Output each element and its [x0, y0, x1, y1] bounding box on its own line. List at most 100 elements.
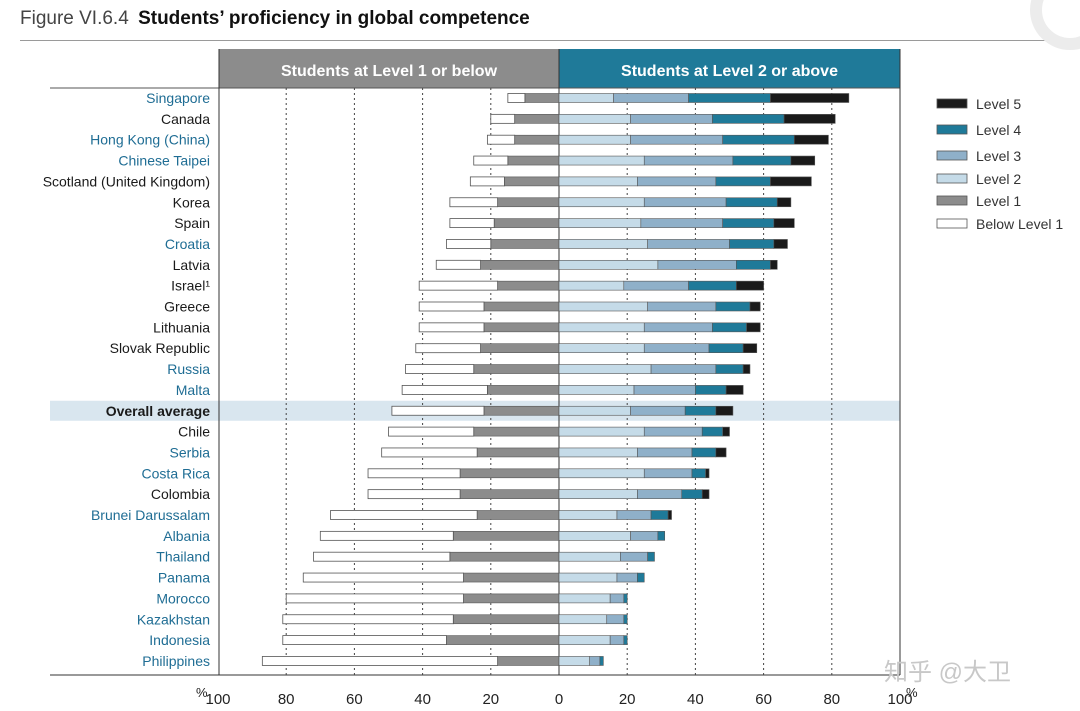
bar-level-1 [497, 280, 560, 291]
bar-below-level-1 [449, 218, 495, 229]
bar-level-2 [558, 343, 645, 354]
x-tick-label: 60 [755, 691, 772, 708]
row-label: Malta [176, 382, 210, 398]
bar-level-4 [732, 155, 792, 166]
bar-level-2 [558, 468, 645, 479]
bar-level-1 [476, 510, 560, 520]
bar-level-2 [558, 656, 590, 666]
bar-below-level-1 [418, 280, 499, 291]
bar-level-5 [773, 239, 788, 249]
bar-level-2 [558, 385, 635, 395]
legend-swatch [936, 124, 968, 135]
bar-level-2 [558, 218, 642, 228]
bar-level-3 [637, 489, 683, 499]
left-panel-header [219, 49, 559, 88]
right-panel-header [559, 49, 900, 88]
row-label: Korea [173, 194, 211, 210]
x-tick-label: 40 [687, 691, 704, 708]
legend-swatch [936, 98, 968, 109]
bar-below-level-1 [507, 93, 526, 103]
row-label: Albania [163, 528, 210, 544]
row-label: Panama [158, 570, 210, 586]
bar-level-4 [637, 572, 645, 583]
row-label: Brunei Darussalam [91, 507, 210, 523]
bar-level-1 [483, 322, 560, 333]
figure-title: Figure VI.6.4 Students’ proficiency in g… [20, 8, 530, 30]
bar-level-4 [715, 176, 771, 187]
bar-level-3 [623, 280, 689, 291]
bar-below-level-1 [319, 530, 454, 541]
bar-level-3 [647, 239, 730, 249]
bar-below-level-1 [418, 301, 485, 312]
bar-level-5 [722, 426, 730, 437]
x-tick-label: 100 [205, 691, 230, 708]
bar-below-level-1 [401, 384, 488, 395]
row-label: Costa Rica [142, 465, 211, 481]
bar-below-level-1 [302, 572, 464, 583]
bar-level-2 [558, 155, 645, 166]
bar-level-2 [558, 176, 638, 187]
bar-level-3 [616, 510, 652, 520]
row-label: Croatia [165, 236, 210, 252]
bar-below-level-1 [469, 176, 505, 187]
bar-level-2 [558, 364, 652, 374]
bar-level-4 [722, 134, 795, 145]
row-label: Morocco [156, 590, 210, 606]
bar-level-4 [647, 551, 655, 562]
bar-level-5 [783, 114, 836, 124]
bar-level-3 [630, 134, 723, 145]
legend-label: Level 5 [976, 96, 1021, 112]
bar-below-level-1 [418, 322, 485, 333]
legend-swatch [936, 173, 968, 184]
row-label: Colombia [151, 486, 210, 502]
left-panel-title: Students at Level 1 or below [281, 63, 498, 80]
x-tick-label: 20 [482, 691, 499, 708]
bar-below-level-1 [313, 551, 451, 562]
row-label: Kazakhstan [137, 611, 210, 627]
bar-level-5 [667, 510, 672, 520]
row-label: Indonesia [149, 632, 210, 648]
bar-level-1 [452, 531, 560, 541]
bar-level-5 [742, 364, 751, 374]
row-label: Singapore [146, 90, 210, 106]
bar-below-level-1 [486, 134, 516, 145]
row-label: Chile [178, 424, 210, 440]
x-tick-label: 100 [887, 691, 912, 708]
bar-level-3 [643, 426, 703, 437]
bar-level-2 [558, 572, 618, 583]
legend-label: Level 2 [976, 171, 1021, 187]
bar-level-4 [715, 301, 751, 312]
bar-level-5 [701, 489, 710, 499]
bar-level-4 [688, 280, 737, 291]
right-panel-title: Students at Level 2 or above [621, 63, 838, 80]
row-label: Greece [164, 299, 210, 315]
x-tick-label: 80 [823, 691, 840, 708]
bar-level-2 [558, 593, 611, 604]
row-label: Chinese Taipei [118, 153, 210, 169]
bar-level-2 [558, 405, 631, 416]
row-label: Latvia [173, 257, 211, 273]
bar-level-4 [623, 635, 628, 645]
bar-level-4 [599, 656, 604, 666]
bar-level-1 [480, 343, 560, 354]
bar-level-4 [657, 531, 666, 541]
row-label: Serbia [170, 444, 211, 460]
bar-level-1 [504, 176, 560, 187]
bar-level-4 [691, 447, 717, 458]
bar-level-3 [633, 385, 696, 395]
bar-level-2 [558, 259, 659, 270]
bar-level-5 [793, 134, 829, 145]
bar-level-5 [736, 280, 764, 291]
bar-level-2 [558, 551, 621, 562]
x-tick-label: 80 [278, 691, 295, 708]
bar-level-3 [609, 635, 625, 645]
bar-level-1 [493, 218, 560, 228]
bar-below-level-1 [435, 259, 481, 270]
bar-level-1 [483, 405, 560, 416]
bar-level-4 [736, 259, 771, 270]
bar-level-3 [613, 93, 689, 103]
bar-level-2 [558, 93, 614, 103]
legend-swatch [936, 150, 968, 161]
bar-level-1 [473, 364, 560, 374]
bar-level-2 [558, 531, 631, 541]
